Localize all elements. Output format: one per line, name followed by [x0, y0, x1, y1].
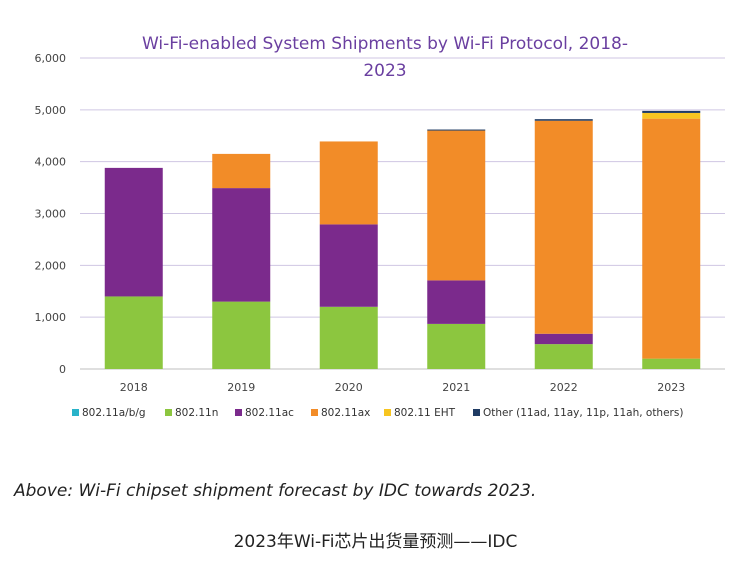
- x-tick-label: 2022: [550, 381, 578, 394]
- x-tick-label: 2018: [120, 381, 148, 394]
- bar-segment: [427, 130, 486, 281]
- y-tick-label: 6,000: [35, 52, 67, 65]
- bar-segment: [642, 358, 701, 369]
- legend-label: Other (11ad, 11ay, 11p, 11ah, others): [483, 407, 683, 419]
- bar-segment: [212, 188, 271, 302]
- bar-segment: [427, 323, 486, 369]
- bar-segment: [104, 296, 163, 369]
- bar-segment: [642, 118, 701, 359]
- chart-title-line-1: Wi-Fi-enabled System Shipments by Wi-Fi …: [142, 34, 628, 54]
- x-tick-label: 2020: [335, 381, 363, 394]
- x-tick-label: 2023: [657, 381, 685, 394]
- bar-segment: [534, 333, 593, 345]
- legend-label: 802.11ax: [321, 407, 370, 419]
- figure-caption: Above: Wi-Fi chipset shipment forecast b…: [14, 481, 537, 501]
- y-tick-label: 0: [59, 363, 66, 376]
- y-tick-label: 3,000: [35, 208, 67, 221]
- figure-subcaption: 2023年Wi-Fi芯片出货量预测——IDC: [233, 532, 518, 552]
- y-tick-label: 1,000: [35, 311, 67, 324]
- legend-swatch: [235, 409, 242, 416]
- legend: 802.11a/b/g 802.11n 802.11ac 802.11ax 802.11…: [72, 407, 683, 419]
- bar-segment: [534, 120, 593, 334]
- legend-label: 802.11n: [175, 407, 218, 419]
- legend-label: 802.11ac: [245, 407, 294, 419]
- legend-swatch: [72, 409, 79, 416]
- bar-segment: [534, 119, 593, 121]
- legend-label: 802.11 EHT: [394, 407, 456, 419]
- bar-segment: [212, 301, 271, 369]
- y-tick-label: 2,000: [35, 259, 67, 272]
- chart-title-line-2: 2023: [363, 61, 406, 81]
- bar-segment: [642, 112, 701, 119]
- gridlines: [80, 57, 725, 370]
- y-tick-label: 4,000: [35, 156, 67, 169]
- bar-segment: [319, 224, 378, 307]
- x-axis-ticks: 2018 2019 2020 2021 2022 2023: [120, 381, 686, 394]
- x-tick-label: 2019: [227, 381, 255, 394]
- y-tick-label: 5,000: [35, 104, 67, 117]
- y-axis-ticks: 0 1,000 2,000 3,000 4,000 5,000 6,000: [35, 52, 67, 376]
- bar-segment: [319, 141, 378, 225]
- bar-segment: [534, 344, 593, 369]
- legend-swatch: [473, 409, 480, 416]
- bars: [104, 110, 701, 369]
- legend-swatch: [165, 409, 172, 416]
- bar-segment: [427, 280, 486, 324]
- bar-segment: [212, 153, 271, 189]
- bar-segment: [104, 167, 163, 297]
- legend-label: 802.11a/b/g: [82, 407, 146, 419]
- x-tick-label: 2021: [442, 381, 470, 394]
- bar-segment: [319, 306, 378, 369]
- legend-swatch: [311, 409, 318, 416]
- stacked-bar-chart: Wi-Fi-enabled System Shipments by Wi-Fi …: [35, 34, 725, 419]
- bar-segment: [642, 110, 701, 113]
- bar-segment: [427, 129, 486, 131]
- legend-swatch: [384, 409, 391, 416]
